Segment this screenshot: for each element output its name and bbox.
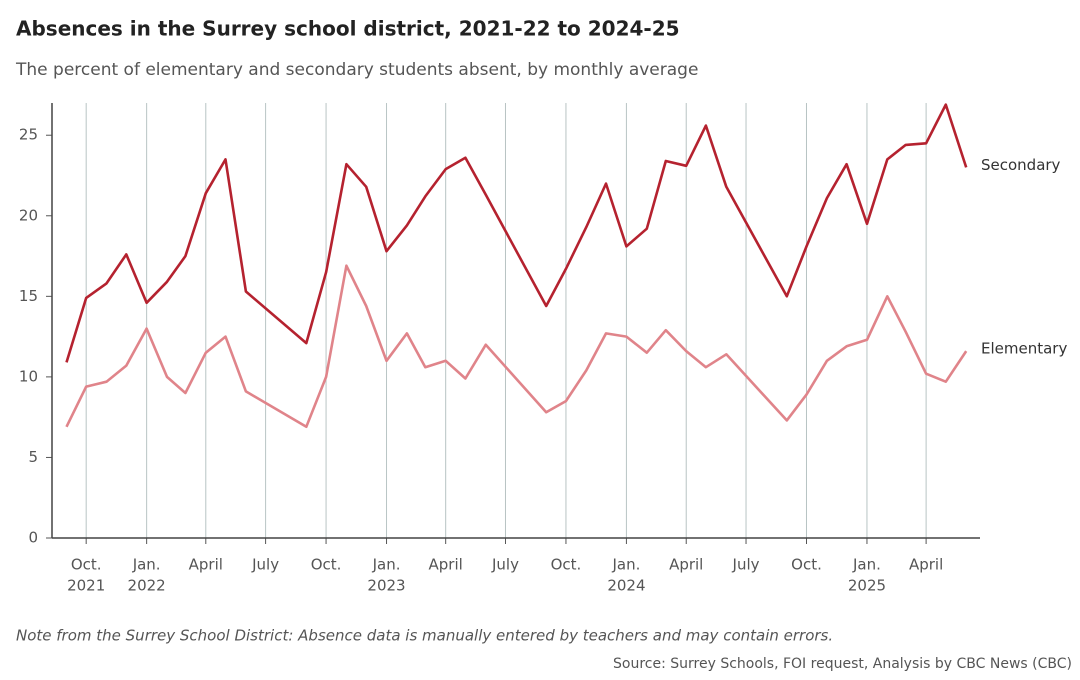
series-line [65,264,968,429]
x-tick-label: July [491,556,519,574]
x-tick-year: 2024 [607,577,645,595]
x-tick-label: Jan. [132,556,161,574]
x-tick-year: 2022 [128,577,166,595]
x-tick-year: 2021 [67,577,105,595]
x-tick-label: April [669,556,703,574]
x-tick-label: Oct. [71,556,102,574]
note: Note from the Surrey School District: Ab… [16,627,833,645]
chart-subtitle: The percent of elementary and secondary … [15,60,698,80]
x-tick-label: Oct. [791,556,822,574]
series-line [65,103,968,363]
x-tick-label: April [429,556,463,574]
x-tick-label: Oct. [311,556,342,574]
y-tick-label: 5 [28,448,38,466]
source: Source: Surrey Schools, FOI request, Ana… [613,656,1072,672]
y-tick-label: 15 [19,287,38,305]
x-tick-label: July [732,556,760,574]
y-tick-label: 0 [28,529,38,547]
x-tick-label: Oct. [551,556,582,574]
series-label: Secondary [981,156,1061,174]
x-tick-label: Jan. [852,556,881,574]
series-label: Elementary [981,340,1067,358]
chart-title: Absences in the Surrey school district, … [16,17,680,41]
x-tick-year: 2025 [848,577,886,595]
x-tick-label: Jan. [372,556,401,574]
y-tick-label: 10 [19,367,38,385]
y-tick-label: 20 [19,206,38,224]
x-tick-label: April [189,556,223,574]
x-tick-label: April [909,556,943,574]
x-tick-label: Jan. [611,556,640,574]
y-tick-label: 25 [19,126,38,144]
x-tick-year: 2023 [367,577,405,595]
x-tick-label: July [251,556,279,574]
